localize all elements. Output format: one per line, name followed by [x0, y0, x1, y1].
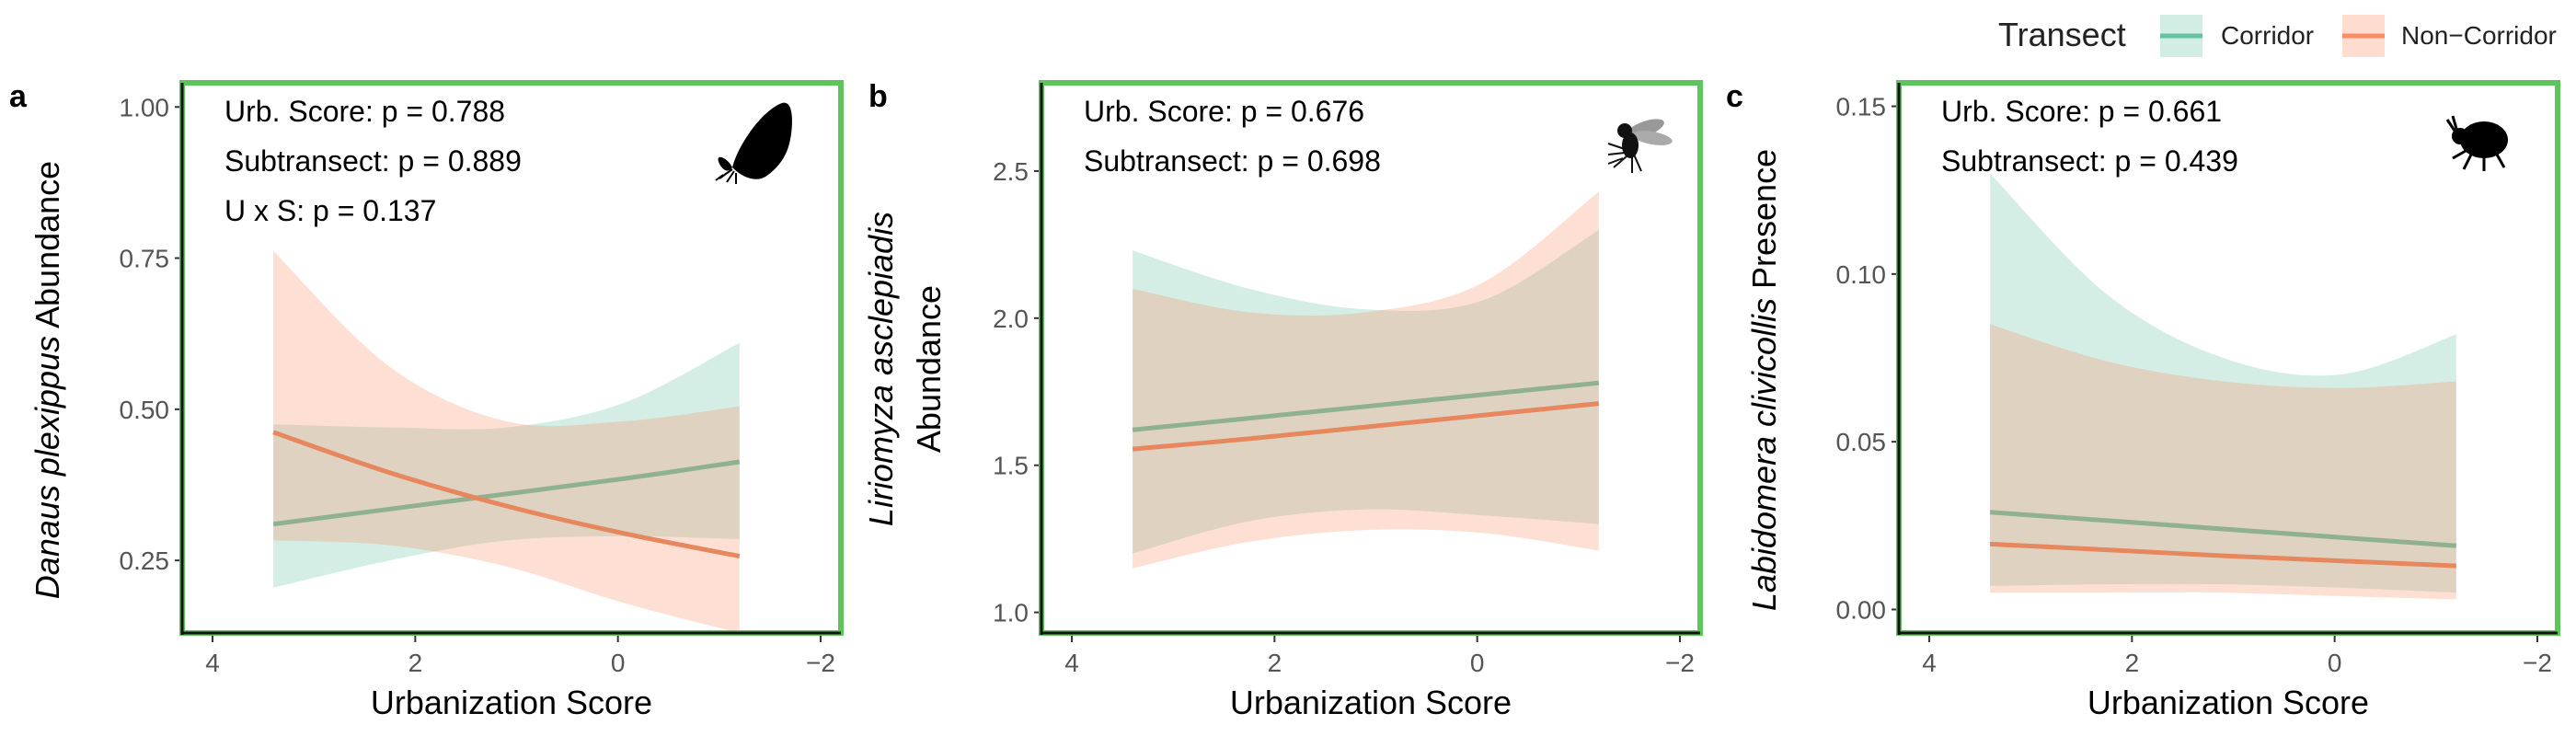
fly-icon [1607, 119, 1673, 173]
panel-b-x-tick-label: 0 [1470, 649, 1485, 677]
panel-a-ci-band-corridor [273, 342, 740, 588]
panel-c-y-tick-label: 0.05 [1836, 428, 1887, 456]
panel-b-y-tick-label: 1.0 [993, 599, 1029, 627]
panel-a-x-tick-label: 2 [408, 649, 423, 677]
panel-a-series-line-corridor [272, 459, 741, 527]
panel-b-ci-band-noncorridor [1133, 191, 1599, 569]
panel-a-x-tick-label: 0 [611, 649, 626, 677]
panel-a-x-tick-label: −2 [806, 649, 835, 677]
legend-item-corridor: Corridor [2221, 21, 2314, 50]
panel-c-series-line-noncorridor [1989, 541, 2456, 569]
panel-a-y-axis-label-measure: Abundance [29, 161, 66, 336]
panel-a-series-line-noncorridor [272, 430, 741, 558]
panel-c-ci-band-noncorridor [1990, 324, 2456, 600]
beetle-icon [2445, 115, 2508, 171]
panel-b-x-tick-label: −2 [1665, 649, 1695, 677]
panel-a-annotation: Subtransect: p = 0.889 [224, 144, 522, 178]
panel-c-x-axis-label: Urbanization Score [2087, 684, 2369, 721]
panel-a-y-tick-label: 0.75 [120, 245, 170, 273]
panel-b-x-tick-label: 2 [1268, 649, 1282, 677]
panel-a: a 0.25 0.50 0.75 1.00 4 2 0 −2 Urb. Score: p = … [9, 79, 844, 721]
panel-c-y-axis-label: Labidomera clivicollis Presence [1745, 149, 1783, 611]
panel-a-x-tick-label: 4 [205, 649, 220, 677]
panel-b-y-tick-label: 2.0 [993, 305, 1029, 333]
panel-b-y-axis-label: Liriomyza asclepiadis Abundance [862, 212, 948, 526]
panel-c-letter: c [1726, 79, 1743, 114]
panel-a-letter: a [9, 79, 28, 114]
panel-c-y-tick-label: 0.00 [1836, 595, 1887, 624]
panel-b-series-line-corridor [1132, 380, 1600, 432]
panel-c-y-tick-label: 0.10 [1836, 260, 1887, 289]
panel-c-annotation: Urb. Score: p = 0.661 [1941, 95, 2222, 128]
panel-b: b 1.0 1.5 2.0 2.5 4 2 0 −2 Urb. Score: p = 0.67… [862, 79, 1703, 721]
legend-item-noncorridor: Non−Corridor [2401, 21, 2557, 50]
panel-b-series-line-noncorridor [1132, 401, 1600, 452]
panel-c-x-tick-label: −2 [2523, 649, 2552, 677]
panel-a-y-tick-label: 0.25 [120, 546, 170, 575]
panel-a-x-axis-label: Urbanization Score [371, 684, 652, 721]
panel-c-y-axis-label-measure: Presence [1745, 149, 1783, 298]
panel-b-y-axis-label-species: Liriomyza asclepiadis [862, 212, 900, 526]
panel-b-letter: b [868, 79, 888, 114]
panel-b-x-tick-label: 4 [1064, 649, 1079, 677]
panel-a-annotation: U x S: p = 0.137 [224, 194, 436, 227]
panel-c-x-tick-label: 2 [2125, 649, 2140, 677]
panel-a-y-tick-label: 0.50 [120, 396, 170, 424]
panel-b-annotation: Subtransect: p = 0.698 [1084, 144, 1381, 178]
panel-c-ci-band-corridor [1990, 173, 2456, 593]
panel-c-y-axis-label-species: Labidomera clivicollis [1745, 298, 1783, 611]
panel-c-x-tick-label: 0 [2328, 649, 2342, 677]
panel-a-ci-band-noncorridor [273, 250, 740, 633]
panel-b-x-axis-label: Urbanization Score [1230, 684, 1512, 721]
panel-c: c 0.00 0.05 0.10 0.15 4 2 0 −2 Urb. Score: p = … [1726, 79, 2560, 721]
panel-c-series-line-corridor [1989, 510, 2456, 548]
butterfly-icon [715, 102, 792, 184]
panel-b-y-tick-label: 2.5 [993, 157, 1029, 186]
panel-a-y-axis-label: Danaus plexippus Abundance [29, 161, 66, 599]
legend-title: Transect [1998, 16, 2126, 53]
panel-b-ci-band-corridor [1133, 229, 1599, 554]
panel-c-annotation: Subtransect: p = 0.439 [1941, 144, 2238, 178]
panel-b-y-axis-label-measure: Abundance [910, 285, 948, 453]
panel-a-y-axis-label-species: Danaus plexippus [29, 336, 66, 599]
panel-b-y-tick-label: 1.5 [993, 452, 1029, 480]
panel-a-y-tick-label: 1.00 [120, 93, 170, 121]
panel-b-annotation: Urb. Score: p = 0.676 [1084, 95, 1364, 128]
legend: Transect Corridor Non−Corridor [1998, 15, 2557, 57]
panel-a-annotation: Urb. Score: p = 0.788 [224, 95, 505, 128]
panel-c-x-tick-label: 4 [1922, 649, 1937, 677]
panel-c-y-tick-label: 0.15 [1836, 93, 1887, 121]
